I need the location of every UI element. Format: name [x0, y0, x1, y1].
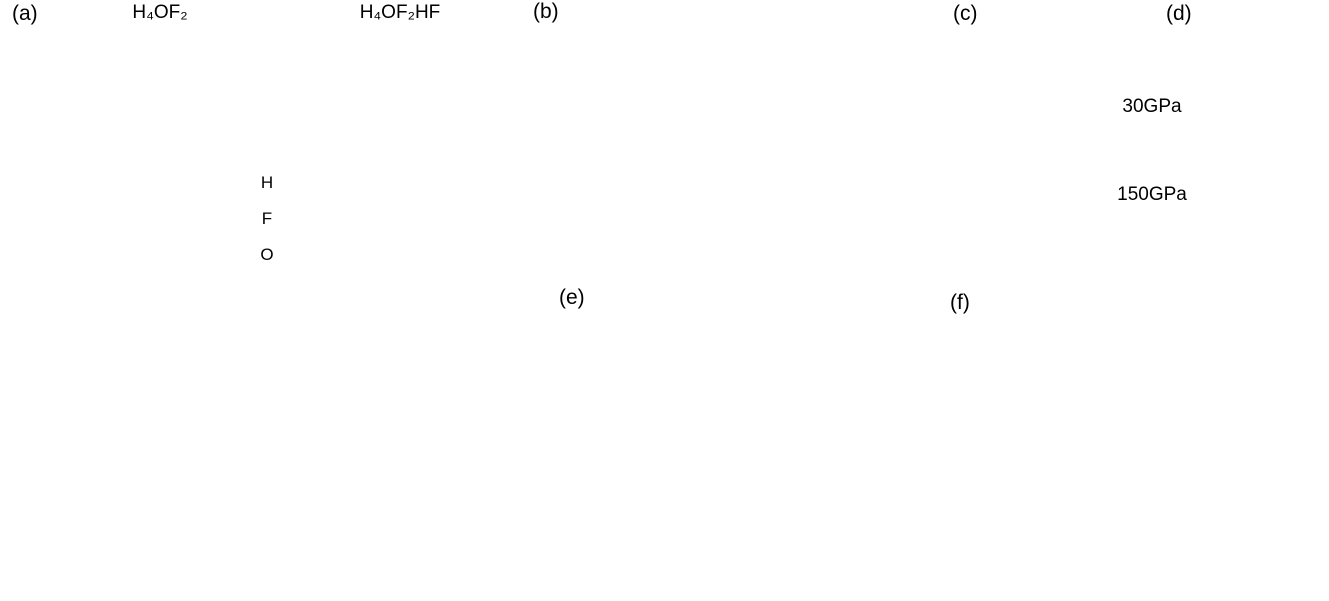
- panel-cd-graphic: [950, 0, 1329, 300]
- phase-diagram-e: [556, 283, 962, 601]
- atom-letter-o: O: [260, 245, 274, 264]
- atom-letter-h: H: [260, 173, 274, 192]
- panel-c-label: (c): [953, 2, 978, 25]
- phase-diagram-f: [946, 283, 1329, 601]
- crystal-structure-title-2: H₄OF₂HF: [359, 2, 441, 23]
- atom-letter-f: F: [261, 209, 273, 228]
- pressure-150gpa-label: 150GPa: [1117, 184, 1187, 205]
- panel-b-label: (b): [533, 0, 559, 23]
- atom-sphere-o: [285, 242, 311, 268]
- atom-legend: H F O: [258, 170, 311, 278]
- crystal-structure-title-1: H₄OF₂: [132, 2, 188, 23]
- atom-sphere-h: [285, 174, 304, 193]
- atom-sphere-f: [285, 208, 308, 231]
- pressure-30gpa-label: 30GPa: [1122, 96, 1182, 117]
- panel-a-graphic: [0, 0, 560, 601]
- panel-d-label: (d): [1166, 2, 1192, 25]
- atom-legend-row-f: F: [258, 206, 311, 232]
- atom-legend-row-h: H: [258, 170, 311, 196]
- panel-a-label: (a): [12, 2, 38, 25]
- atom-legend-row-o: O: [258, 242, 311, 268]
- panel-e-label: (e): [559, 286, 585, 309]
- panel-f-label: (f): [950, 291, 970, 314]
- phase-bar-chart: [530, 0, 975, 302]
